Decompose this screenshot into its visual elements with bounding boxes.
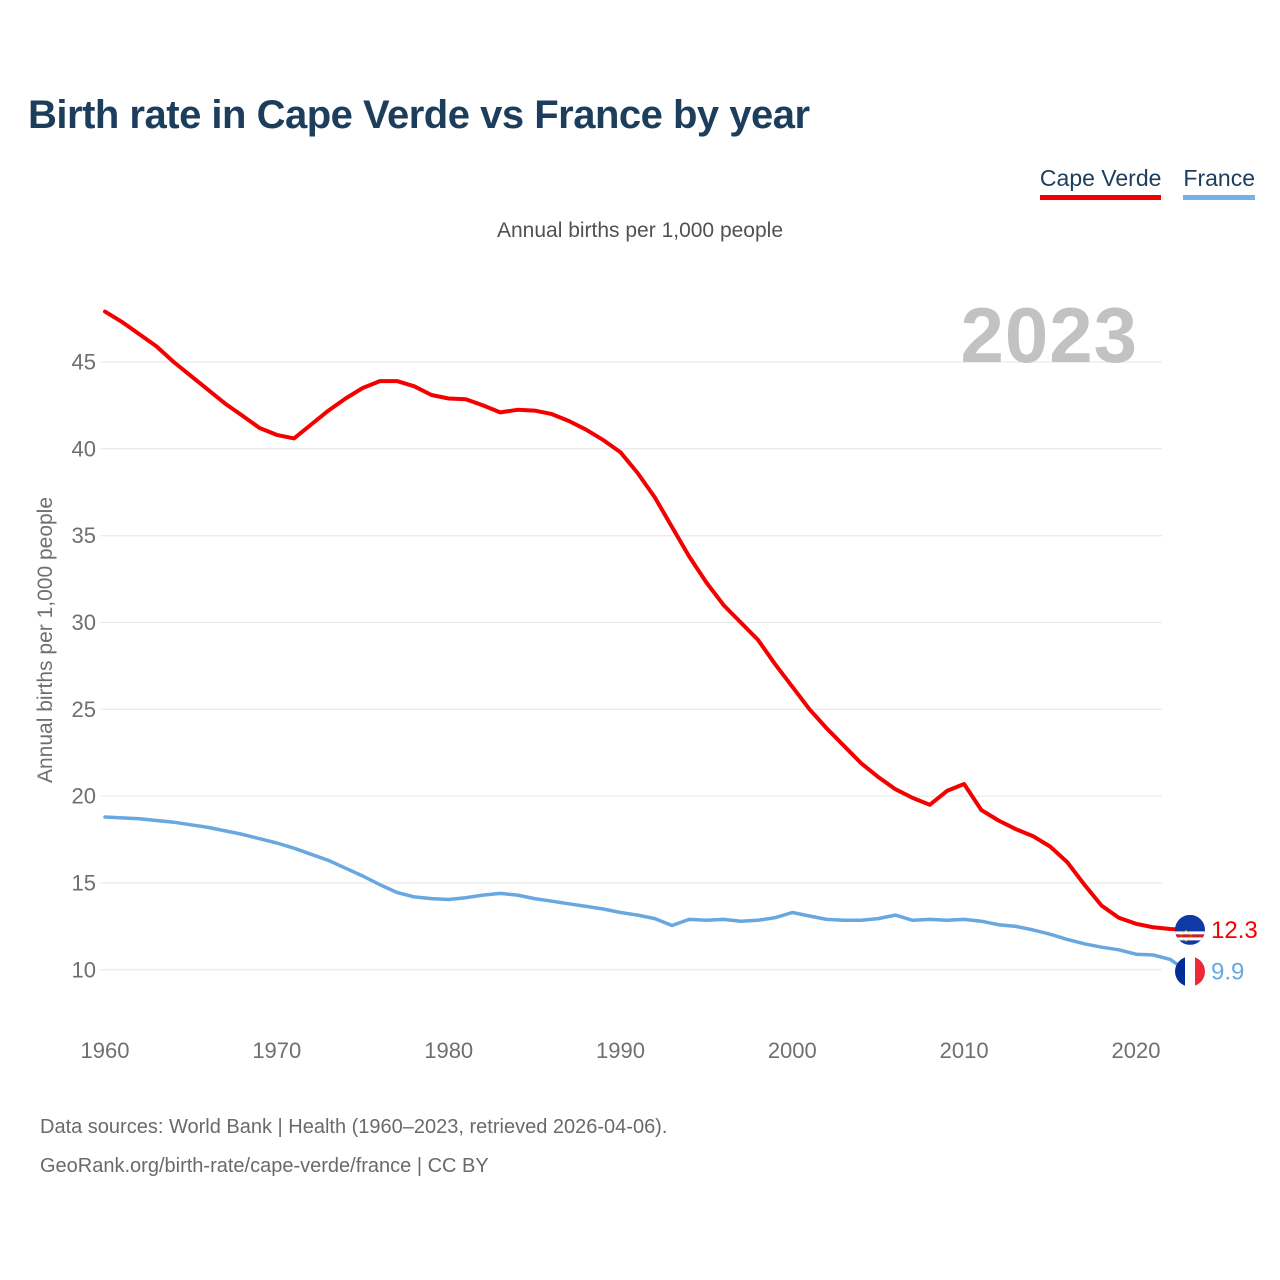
footer-line-1: Data sources: World Bank | Health (1960–… [40, 1116, 668, 1138]
watermark-year: 2023 [960, 291, 1138, 379]
x-tick-label: 2020 [1112, 1038, 1161, 1063]
legend-item-france[interactable]: France [1183, 165, 1255, 200]
x-tick-label: 1980 [424, 1038, 473, 1063]
y-tick-label: 45 [72, 350, 96, 375]
gridlines [100, 361, 1162, 971]
y-tick-label: 30 [72, 610, 96, 635]
france-end-value: 9.9 [1211, 959, 1244, 986]
y-axis-ticks: 45 40 35 30 25 20 15 10 [72, 350, 96, 983]
page-title: Birth rate in Cape Verde vs France by ye… [28, 93, 810, 137]
cape-verde-end-value: 12.3 [1211, 917, 1258, 944]
y-tick-label: 35 [72, 523, 96, 548]
data-series [103, 309, 1190, 974]
x-tick-label: 1970 [252, 1038, 301, 1063]
cape-verde-line [103, 309, 1190, 932]
legend-item-cape-verde[interactable]: Cape Verde [1039, 165, 1162, 200]
x-tick-label: 1960 [81, 1038, 130, 1063]
x-axis-ticks: 1960 1970 1980 1990 2000 2010 2020 [81, 1038, 1161, 1063]
footer-line-2: GeoRank.org/birth-rate/cape-verde/france… [40, 1155, 489, 1177]
chart-subtitle: Annual births per 1,000 people [496, 219, 784, 242]
y-tick-label: 25 [72, 697, 96, 722]
x-tick-label: 2010 [940, 1038, 989, 1063]
y-tick-label: 40 [72, 436, 96, 461]
y-tick-label: 20 [72, 784, 96, 809]
cape-verde-flag-icon [1175, 914, 1205, 945]
y-tick-label: 15 [72, 871, 96, 896]
footer: Data sources: World Bank | Health (1960–… [40, 1108, 667, 1186]
y-tick-label: 10 [72, 957, 96, 982]
legend: Cape Verde France [1039, 165, 1255, 200]
x-tick-label: 2000 [768, 1038, 817, 1063]
france-flag-icon [1175, 956, 1205, 987]
x-tick-label: 1990 [596, 1038, 645, 1063]
france-line [103, 815, 1190, 974]
